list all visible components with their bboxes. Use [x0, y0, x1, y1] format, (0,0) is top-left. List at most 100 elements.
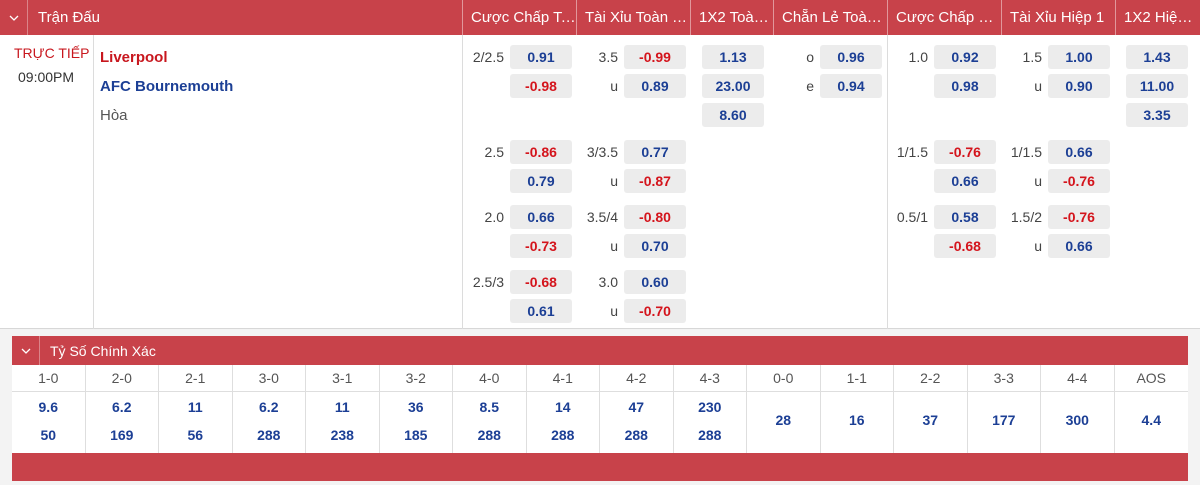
- score-odds-away[interactable]: 288: [698, 427, 722, 443]
- odds-button[interactable]: -0.80: [624, 205, 686, 229]
- under-label: u: [610, 303, 618, 319]
- section-toggle[interactable]: [12, 336, 40, 365]
- odds-button[interactable]: 1.00: [1048, 45, 1110, 69]
- odds-button[interactable]: -0.99: [624, 45, 686, 69]
- under-label: u: [610, 173, 618, 189]
- header-ft-1x2[interactable]: 1X2 Toàn Trận: [690, 0, 773, 35]
- odds-button-home[interactable]: 1.43: [1126, 45, 1188, 69]
- score-odds[interactable]: 177: [992, 412, 1016, 428]
- score-odds-home[interactable]: 14: [554, 399, 571, 415]
- score-odds-home[interactable]: 6.2: [112, 399, 132, 415]
- score-odds-home[interactable]: 47: [628, 399, 645, 415]
- collapse-toggle[interactable]: [0, 0, 28, 35]
- odds-button[interactable]: 0.66: [1048, 234, 1110, 258]
- handicap-line: 2/2.5: [472, 49, 504, 65]
- odds-button[interactable]: -0.98: [510, 74, 572, 98]
- odds-button[interactable]: -0.76: [934, 140, 996, 164]
- score-odds-away[interactable]: 288: [477, 427, 501, 443]
- odds-button[interactable]: -0.73: [510, 234, 572, 258]
- handicap-line: 0.5/1: [896, 209, 928, 225]
- chevron-down-icon: [9, 15, 18, 21]
- total-line: 3.5/4: [586, 209, 618, 225]
- score-odds[interactable]: 37: [922, 412, 939, 428]
- odds-button[interactable]: 0.94: [820, 74, 882, 98]
- odds-button-draw[interactable]: 8.60: [702, 103, 764, 127]
- odds-button-home[interactable]: 1.13: [702, 45, 764, 69]
- score-odds-away[interactable]: 50: [40, 427, 57, 443]
- score-odds-home[interactable]: 6.2: [259, 399, 279, 415]
- score-column: 2-2 37: [894, 365, 968, 453]
- correct-score-header[interactable]: Tỷ Số Chính Xác: [12, 336, 1188, 365]
- score-odds-away[interactable]: 169: [110, 427, 134, 443]
- handicap-line: 1/1.5: [896, 144, 928, 160]
- header-h1-handicap[interactable]: Cược Chấp Hiệp 1: [887, 0, 1001, 35]
- score-odds[interactable]: 300: [1065, 412, 1089, 428]
- odds-button[interactable]: 0.66: [934, 169, 996, 193]
- odds-button[interactable]: 0.66: [510, 205, 572, 229]
- odds-button[interactable]: 0.79: [510, 169, 572, 193]
- header-ft-overunder[interactable]: Tài Xỉu Toàn Trận: [576, 0, 690, 35]
- header-h1-overunder[interactable]: Tài Xỉu Hiệp 1: [1001, 0, 1115, 35]
- odds-button[interactable]: 0.96: [820, 45, 882, 69]
- odds-button[interactable]: 0.90: [1048, 74, 1110, 98]
- odds-button[interactable]: 0.61: [510, 299, 572, 323]
- total-line: 3.0: [598, 274, 618, 290]
- score-odds-home[interactable]: 9.6: [38, 399, 58, 415]
- odds-button[interactable]: -0.68: [934, 234, 996, 258]
- score-odds[interactable]: 16: [848, 412, 865, 428]
- odds-button[interactable]: -0.86: [510, 140, 572, 164]
- score-column: 3-0 6.2 288: [232, 365, 306, 453]
- odds-button[interactable]: 0.58: [934, 205, 996, 229]
- odds-button[interactable]: -0.68: [510, 270, 572, 294]
- odds-button-away[interactable]: 23.00: [702, 74, 764, 98]
- header-ft-handicap[interactable]: Cược Chấp Toàn Trận: [462, 0, 576, 35]
- odds-button[interactable]: 0.91: [510, 45, 572, 69]
- odds-button[interactable]: 0.77: [624, 140, 686, 164]
- score-odds-away[interactable]: 238: [330, 427, 354, 443]
- correct-score-table: 1-0 9.6 50 2-0 6.2 169 2-1 11 56 3-0 6.2 288 3-1 11 23…: [12, 365, 1188, 453]
- score-label: 4-3: [673, 365, 746, 392]
- odds-button[interactable]: 0.70: [624, 234, 686, 258]
- score-odds-home[interactable]: 36: [407, 399, 424, 415]
- score-label: 1-0: [12, 365, 85, 392]
- odds-button[interactable]: 0.89: [624, 74, 686, 98]
- score-odds[interactable]: 28: [775, 412, 792, 428]
- odds-button[interactable]: -0.70: [624, 299, 686, 323]
- odds-button[interactable]: 0.98: [934, 74, 996, 98]
- odds-button[interactable]: 0.66: [1048, 140, 1110, 164]
- handicap-line: 2.5/3: [472, 274, 504, 290]
- under-label: u: [1034, 238, 1042, 254]
- live-status: TRỰC TIẾP: [14, 45, 90, 61]
- score-odds-away[interactable]: 288: [551, 427, 575, 443]
- score-column: 3-2 36 185: [379, 365, 453, 453]
- score-odds-home[interactable]: 8.5: [479, 399, 499, 415]
- header-match: Trận Đấu: [38, 9, 100, 26]
- odds-button[interactable]: -0.87: [624, 169, 686, 193]
- score-column: AOS 4.4: [1114, 365, 1188, 453]
- odds-button-away[interactable]: 11.00: [1126, 74, 1188, 98]
- score-odds-away[interactable]: 185: [404, 427, 428, 443]
- chevron-down-icon: [21, 348, 30, 354]
- odds-button[interactable]: -0.76: [1048, 169, 1110, 193]
- score-odds-away[interactable]: 56: [187, 427, 204, 443]
- divider: [462, 35, 463, 329]
- score-odds-home[interactable]: 230: [698, 399, 722, 415]
- odds-button-draw[interactable]: 3.35: [1126, 103, 1188, 127]
- score-odds-home[interactable]: 11: [187, 399, 203, 415]
- odds-button[interactable]: -0.76: [1048, 205, 1110, 229]
- away-team: AFC Bournemouth: [100, 78, 234, 95]
- score-column: 3-1 11 238: [306, 365, 380, 453]
- header-h1-1x2[interactable]: 1X2 Hiệp 1: [1115, 0, 1196, 35]
- divider: [887, 35, 888, 329]
- score-odds[interactable]: 4.4: [1141, 412, 1161, 428]
- header-ft-oddeven[interactable]: Chẵn Lẻ Toàn Trận: [773, 0, 887, 35]
- score-odds-home[interactable]: 11: [334, 399, 350, 415]
- score-odds-away[interactable]: 288: [257, 427, 281, 443]
- score-label: 1-1: [820, 365, 893, 392]
- odds-button[interactable]: 0.92: [934, 45, 996, 69]
- score-label: 3-2: [379, 365, 452, 392]
- score-odds-away[interactable]: 288: [624, 427, 648, 443]
- odds-button[interactable]: 0.60: [624, 270, 686, 294]
- even-label: e: [806, 78, 814, 94]
- handicap-line: 1.0: [908, 49, 928, 65]
